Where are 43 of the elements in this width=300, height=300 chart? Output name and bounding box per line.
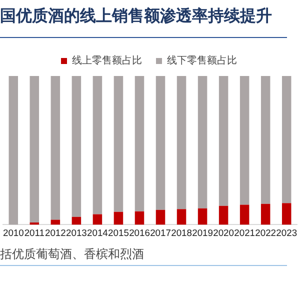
bar — [156, 210, 166, 225]
bar — [156, 76, 166, 210]
legend-label: 线下零售额占比 — [167, 54, 237, 67]
bar — [260, 204, 270, 225]
text: 括优质葡萄酒、香槟和烈酒 — [0, 246, 144, 263]
bar — [198, 208, 208, 225]
chart-title: 国优质酒的线上销售额渗透率持续提升 — [0, 6, 272, 27]
bar — [134, 76, 144, 212]
bar — [240, 76, 250, 205]
bar — [50, 76, 60, 220]
bar — [282, 203, 292, 225]
bar — [198, 76, 208, 208]
bar — [114, 212, 124, 225]
bar — [176, 76, 186, 210]
bar — [114, 76, 124, 212]
bar — [92, 76, 102, 214]
x-tick-label: 2012 — [45, 226, 66, 238]
x-tick-label: 2023 — [276, 226, 298, 238]
bar — [8, 76, 18, 225]
bar — [240, 204, 250, 225]
bar — [176, 209, 186, 225]
bar — [260, 76, 270, 204]
x-tick-label: 2013 — [66, 226, 87, 238]
x-tick-label: 2021 — [234, 226, 255, 238]
bar — [218, 76, 228, 206]
legend-label: 线上零售额占比 — [72, 54, 142, 67]
x-tick-label: 2017 — [150, 226, 171, 238]
x-tick-label: 2020 — [213, 226, 234, 238]
bar — [72, 216, 82, 225]
x-tick-label: 2011 — [24, 226, 44, 238]
bar — [282, 76, 292, 204]
bar — [134, 211, 144, 225]
x-tick-label: 2019 — [192, 226, 213, 238]
bar — [218, 206, 228, 225]
x-tick-label: 2015 — [108, 226, 129, 238]
x-tick-label: 2022 — [255, 226, 276, 238]
x-tick-label: 2018 — [171, 226, 192, 238]
x-tick-label: 2016 — [129, 226, 150, 238]
bar — [92, 214, 102, 225]
x-tick-label: 2014 — [87, 226, 108, 238]
x-tick-label: 2010 — [2, 226, 24, 238]
bar — [30, 76, 40, 222]
bar — [72, 76, 82, 217]
